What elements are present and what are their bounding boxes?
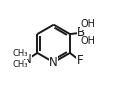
- Text: B: B: [77, 26, 85, 39]
- Text: CH₃: CH₃: [12, 49, 28, 58]
- Text: N: N: [23, 53, 32, 66]
- Text: F: F: [76, 54, 83, 67]
- Text: CH₃: CH₃: [12, 60, 28, 69]
- Text: N: N: [49, 56, 58, 69]
- Text: OH: OH: [81, 19, 96, 29]
- Text: OH: OH: [81, 36, 96, 46]
